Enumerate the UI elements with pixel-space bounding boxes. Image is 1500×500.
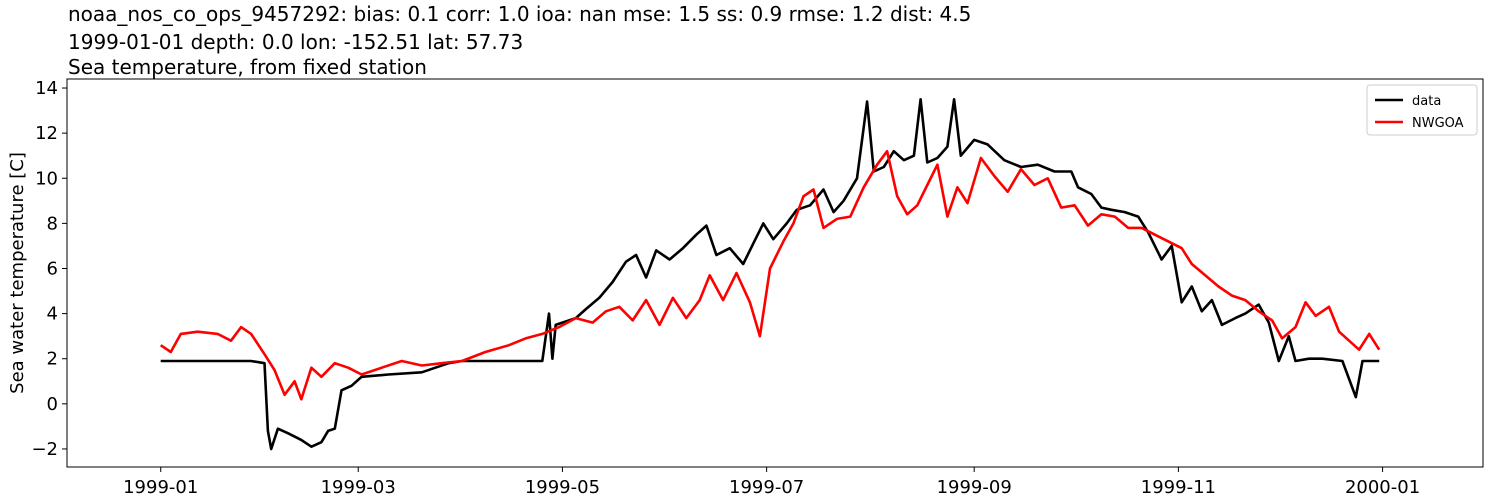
legend-label: data [1412,94,1441,109]
series-line-data [160,98,1380,451]
y-tick-label: −2 [31,439,58,460]
series-line-nwgoa [159,149,1381,401]
x-tick-label: 1999-11 [1141,477,1216,498]
y-tick-label: 2 [47,349,58,370]
legend-label: NWGOA [1412,116,1464,131]
legend: data NWGOA [1366,84,1478,136]
y-tick-label: 14 [35,78,58,99]
x-tick-label: 1999-01 [123,477,198,498]
y-axis-label: Sea water temperature [C] [7,152,28,394]
x-tick-label: 1999-09 [937,477,1012,498]
chart-title-line-2: 1999-01-01 depth: 0.0 lon: -152.51 lat: … [68,30,524,54]
tick-layer: 1999-01 1999-03 1999-05 1999-07 1999-09 1999-… [31,78,1420,498]
chart-title-line-3: Sea temperature, from fixed station [68,55,427,79]
x-tick-label: 1999-03 [321,477,396,498]
y-tick-label: 8 [47,213,58,234]
y-tick-label: 0 [47,394,58,415]
x-tick-label: 1999-07 [729,477,804,498]
y-tick-label: 10 [35,168,58,189]
x-tick-label: 2000-01 [1345,477,1420,498]
y-tick-label: 12 [35,123,58,144]
x-tick-label: 1999-05 [525,477,600,498]
chart-title-line-1: noaa_nos_co_ops_9457292: bias: 0.1 corr:… [68,2,972,26]
series-layer [159,98,1381,451]
y-tick-label: 4 [47,304,58,325]
plot-frame [66,78,1484,468]
y-tick-label: 6 [47,258,58,279]
